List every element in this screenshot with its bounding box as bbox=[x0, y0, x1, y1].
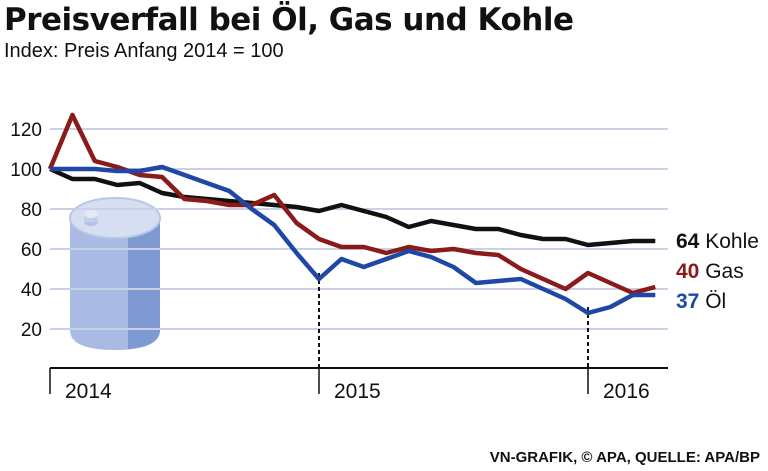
series-end-label: 40 Gas bbox=[676, 260, 744, 283]
series-end-label: 37 Öl bbox=[676, 290, 726, 313]
series-line-Gas bbox=[47, 112, 656, 296]
y-tick-label: 80 bbox=[21, 200, 42, 221]
series-line-Kohle bbox=[49, 166, 656, 248]
x-tick-label: 2016 bbox=[603, 380, 650, 403]
y-tick-label: 120 bbox=[10, 120, 42, 141]
series-end-value: 40 bbox=[676, 260, 705, 283]
y-tick-label: 20 bbox=[21, 320, 42, 341]
y-tick-label: 40 bbox=[21, 280, 42, 301]
series-name: Gas bbox=[705, 260, 744, 283]
oil-barrel-icon bbox=[69, 197, 161, 350]
y-tick-label: 100 bbox=[10, 160, 42, 181]
source-note: VN-GRAFIK, © APA, QUELLE: APA/BP bbox=[489, 449, 760, 466]
y-tick-label: 60 bbox=[21, 240, 42, 261]
series-name: Öl bbox=[705, 290, 726, 313]
series-line-Öl bbox=[50, 164, 656, 316]
series-end-value: 37 bbox=[676, 290, 705, 313]
series-end-label: 64 Kohle bbox=[676, 230, 759, 253]
series-name: Kohle bbox=[705, 230, 759, 253]
chart-subtitle: Index: Preis Anfang 2014 = 100 bbox=[4, 40, 284, 62]
x-tick-label: 2015 bbox=[334, 380, 381, 403]
chart-title: Preisverfall bei Öl, Gas und Kohle bbox=[4, 2, 574, 38]
series-end-value: 64 bbox=[676, 230, 705, 253]
x-tick-label: 2014 bbox=[65, 380, 112, 403]
